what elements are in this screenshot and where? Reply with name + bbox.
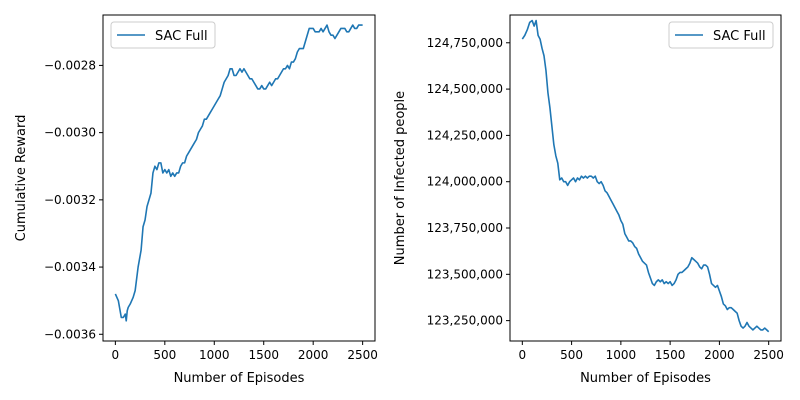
x-tick-label: 500	[560, 348, 583, 362]
x-tick-label: 1500	[248, 348, 279, 362]
plot-area-frame	[102, 14, 376, 342]
y-axis-ticks: −0.0036 −0.0034 −0.0032 −0.0030 −0.0028	[44, 58, 103, 341]
plot-area-frame	[509, 14, 782, 342]
legend-label: SAC Full	[713, 29, 766, 44]
x-axis-label: Number of Episodes	[174, 371, 305, 386]
x-tick-label: 1500	[655, 348, 686, 362]
legend-box	[110, 21, 216, 49]
y-axis-label: Cumulative Reward	[14, 115, 29, 242]
y-axis-label: Number of Infected people	[393, 91, 408, 265]
x-tick-label: 1000	[199, 348, 230, 362]
y-tick-label: 124,750,000	[427, 36, 503, 50]
x-tick-label: 500	[153, 348, 176, 362]
legend: SAC Full	[110, 21, 216, 49]
x-tick-label: 0	[112, 348, 120, 362]
series-line-sac-full	[114, 24, 363, 322]
legend-label: SAC Full	[155, 29, 208, 44]
y-tick-label: 123,250,000	[427, 314, 503, 328]
x-axis-label: Number of Episodes	[580, 371, 711, 386]
y-tick-label: 124,250,000	[427, 128, 503, 142]
legend-box	[668, 21, 774, 49]
right-chart: 123,250,000 123,500,000 123,750,000 124,000…	[393, 14, 784, 386]
x-tick-label: 1000	[606, 348, 637, 362]
y-tick-label: 124,000,000	[427, 175, 503, 189]
y-axis-ticks: 123,250,000 123,500,000 123,750,000 124,000…	[427, 36, 510, 328]
x-tick-label: 0	[518, 348, 526, 362]
y-tick-label: −0.0032	[44, 193, 96, 207]
y-tick-label: −0.0034	[44, 260, 96, 274]
legend: SAC Full	[668, 21, 774, 49]
y-tick-label: −0.0028	[44, 58, 96, 72]
x-tick-label: 2500	[753, 348, 784, 362]
y-tick-label: 124,500,000	[427, 82, 503, 96]
y-tick-label: −0.0036	[44, 327, 96, 341]
x-tick-label: 2000	[704, 348, 735, 362]
x-axis-ticks: 0 500 1000 1500 2000 2500	[518, 341, 784, 362]
series-line-sac-full	[521, 19, 770, 333]
x-tick-label: 2000	[298, 348, 329, 362]
x-axis-ticks: 0 500 1000 1500 2000 2500	[112, 341, 378, 362]
y-tick-label: 123,750,000	[427, 221, 503, 235]
left-chart: −0.0036 −0.0034 −0.0032 −0.0030 −0.0028 0 500…	[14, 14, 378, 386]
y-tick-label: 123,500,000	[427, 267, 503, 281]
y-tick-label: −0.0030	[44, 126, 96, 140]
x-tick-label: 2500	[347, 348, 378, 362]
